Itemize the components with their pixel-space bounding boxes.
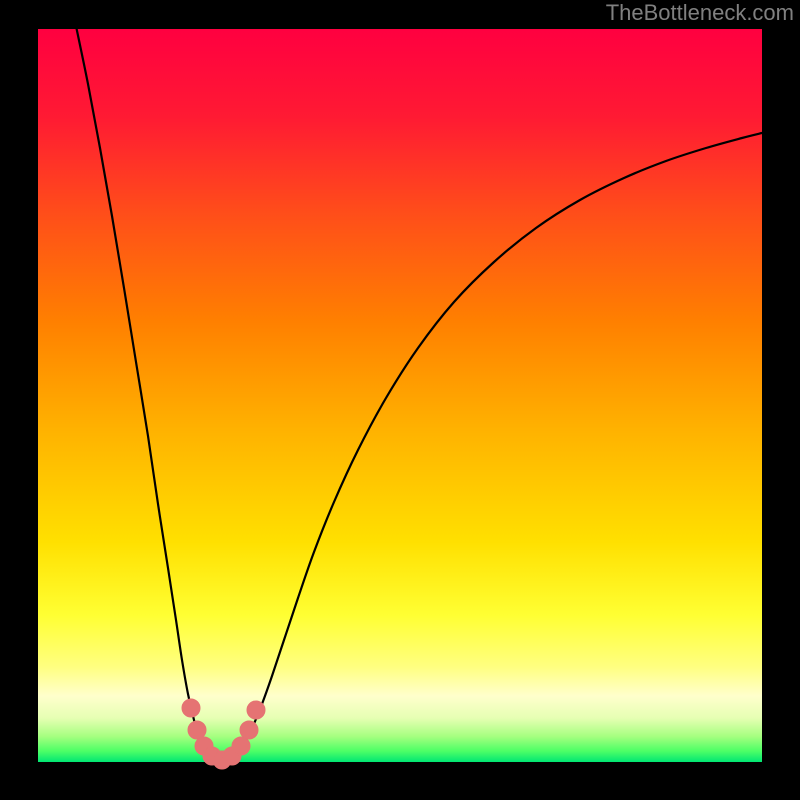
bottleneck-curve	[76, 26, 762, 762]
watermark-text: TheBottleneck.com	[606, 0, 794, 26]
marker-group	[182, 699, 265, 769]
curve-marker	[182, 699, 200, 717]
curve-marker	[188, 721, 206, 739]
chart-stage: TheBottleneck.com	[0, 0, 800, 800]
curve-marker	[232, 737, 250, 755]
curve-marker	[240, 721, 258, 739]
curve-marker	[247, 701, 265, 719]
chart-overlay-svg	[0, 0, 800, 800]
